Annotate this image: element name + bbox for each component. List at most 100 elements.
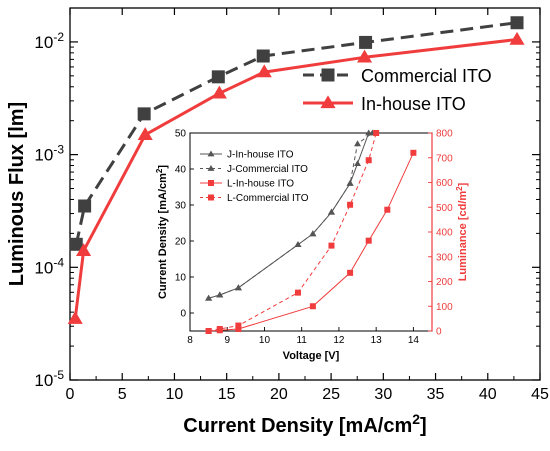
inset-data-point	[216, 326, 223, 333]
inset-y-tick-label: 30	[175, 201, 187, 212]
inset-y2-axis-label: Luminance [cd/m2]	[455, 182, 470, 281]
inset-y-axis-label: Current Density [mA/cm2]	[155, 165, 170, 299]
x-tick-label: 25	[322, 386, 340, 403]
inset-y2-tick-label: 500	[436, 203, 453, 214]
x-tick-label: 30	[374, 386, 392, 403]
x-tick-label: 0	[66, 386, 75, 403]
inset-x-tick-label: 9	[224, 335, 230, 346]
inset-y-tick-label: 20	[175, 237, 187, 248]
inset-data-point	[328, 242, 335, 249]
inset-legend-label: L-In-house ITO	[227, 179, 294, 190]
data-point	[78, 199, 92, 213]
inset-data-point	[235, 322, 242, 329]
legend-label: Commercial ITO	[361, 66, 492, 86]
y-tick-label: 10-2	[34, 30, 64, 52]
x-tick-label: 15	[218, 386, 236, 403]
inset-legend-marker	[208, 180, 214, 186]
data-point	[356, 49, 373, 63]
inset-y2-tick-label: 600	[436, 178, 453, 189]
inset-legend-label: L-Commercial ITO	[227, 193, 309, 204]
x-tick-label: 45	[531, 386, 549, 403]
inset-data-point	[365, 237, 372, 244]
inset-legend-marker	[207, 164, 215, 171]
inset-data-point	[354, 160, 362, 166]
inset-legend-marker	[208, 194, 214, 201]
x-tick-label: 40	[479, 386, 497, 403]
data-point	[256, 64, 272, 78]
inset-x-tick-label: 14	[408, 335, 420, 346]
inset-data-point	[235, 326, 242, 333]
inset-data-point	[354, 140, 362, 147]
inset-y-tick-label: 50	[175, 129, 187, 140]
data-point	[137, 127, 153, 140]
inset-y-tick-label: 0	[180, 309, 186, 320]
inset-data-point	[410, 149, 417, 156]
inset-x-tick-label: 13	[371, 335, 383, 346]
inset-y2-tick-label: 700	[436, 153, 453, 164]
x-tick-label: 5	[118, 386, 127, 403]
data-point	[211, 85, 227, 99]
data-point	[359, 35, 373, 49]
inset-series-line-1	[208, 132, 373, 299]
legend-label: In-house ITO	[361, 94, 466, 114]
main-legend: Commercial ITO In-house ITO	[303, 66, 492, 114]
inset-data-point	[346, 179, 354, 186]
main-chart: 0 5 10 15 20 25 30 35 40 45 10-5 10-4 10-3 10-2 Curren…	[6, 7, 549, 437]
inset-legend-label: J-In-house ITO	[227, 150, 294, 161]
inset-series-line-3	[208, 132, 377, 332]
inset-data-point	[347, 201, 354, 208]
inset-data-point	[205, 328, 212, 334]
inset-data-point	[216, 291, 224, 298]
data-point	[69, 237, 83, 251]
inset-x-axis-label: Voltage [V]	[283, 350, 340, 362]
inset-legend-marker	[207, 150, 215, 157]
y-tick-label: 10-5	[34, 368, 64, 390]
inset-data-point	[309, 303, 316, 310]
inset-x-tick-label: 8	[187, 335, 193, 346]
inset-y-tick-label: 10	[175, 273, 187, 284]
inset-x-tick-label: 11	[296, 335, 307, 346]
x-tick-label: 20	[270, 386, 288, 403]
inset-y2-tick-label: 400	[436, 228, 453, 239]
inset-data-point	[347, 269, 354, 276]
inset-data-point	[309, 230, 317, 237]
inset-data-point	[205, 294, 213, 301]
y-axis-label: Luminous Flux [lm]	[6, 102, 28, 286]
inset-data-point	[327, 208, 335, 215]
inset-chart: 8 9 10 11 12 13 140102030405001002003004005006…	[155, 129, 470, 363]
inset-legend-label: J-Commercial ITO	[227, 164, 308, 175]
data-point	[510, 16, 524, 30]
inset-y2-tick-label: 300	[436, 252, 453, 263]
x-tick-label: 10	[166, 386, 184, 403]
inset-y2-tick-label: 0	[436, 327, 442, 338]
y-tick-label: 10-3	[34, 143, 64, 165]
inset-data-point	[234, 284, 242, 291]
inset-y2-tick-label: 100	[436, 302, 453, 313]
data-point	[509, 31, 525, 45]
inset-data-point	[373, 130, 380, 136]
data-point	[67, 311, 83, 324]
legend-marker	[321, 68, 335, 82]
data-point	[256, 49, 270, 63]
inset-y2-tick-label: 200	[436, 277, 453, 288]
inset-plot-frame	[189, 132, 433, 332]
inset-data-point	[384, 206, 391, 213]
x-tick-label: 35	[427, 386, 445, 403]
inset-data-point	[365, 157, 372, 164]
data-point	[76, 243, 92, 257]
inset-data-point	[294, 241, 302, 247]
y-tick-label: 10-4	[34, 255, 64, 277]
legend-marker	[320, 95, 336, 109]
inset-legend: J-In-house ITO J-Commercial ITO L-In-house…	[200, 150, 309, 204]
inset-x-tick-label: 10	[259, 335, 271, 346]
inset-x-tick-label: 12	[333, 335, 345, 346]
data-point	[137, 107, 151, 121]
inset-y-tick-label: 40	[175, 165, 187, 176]
data-point	[211, 70, 225, 84]
inset-data-point	[294, 289, 301, 296]
x-axis-label: Current Density [mA/cm2]	[183, 411, 426, 437]
inset-y2-tick-label: 800	[436, 129, 453, 140]
inset-series-line-2	[208, 152, 414, 332]
